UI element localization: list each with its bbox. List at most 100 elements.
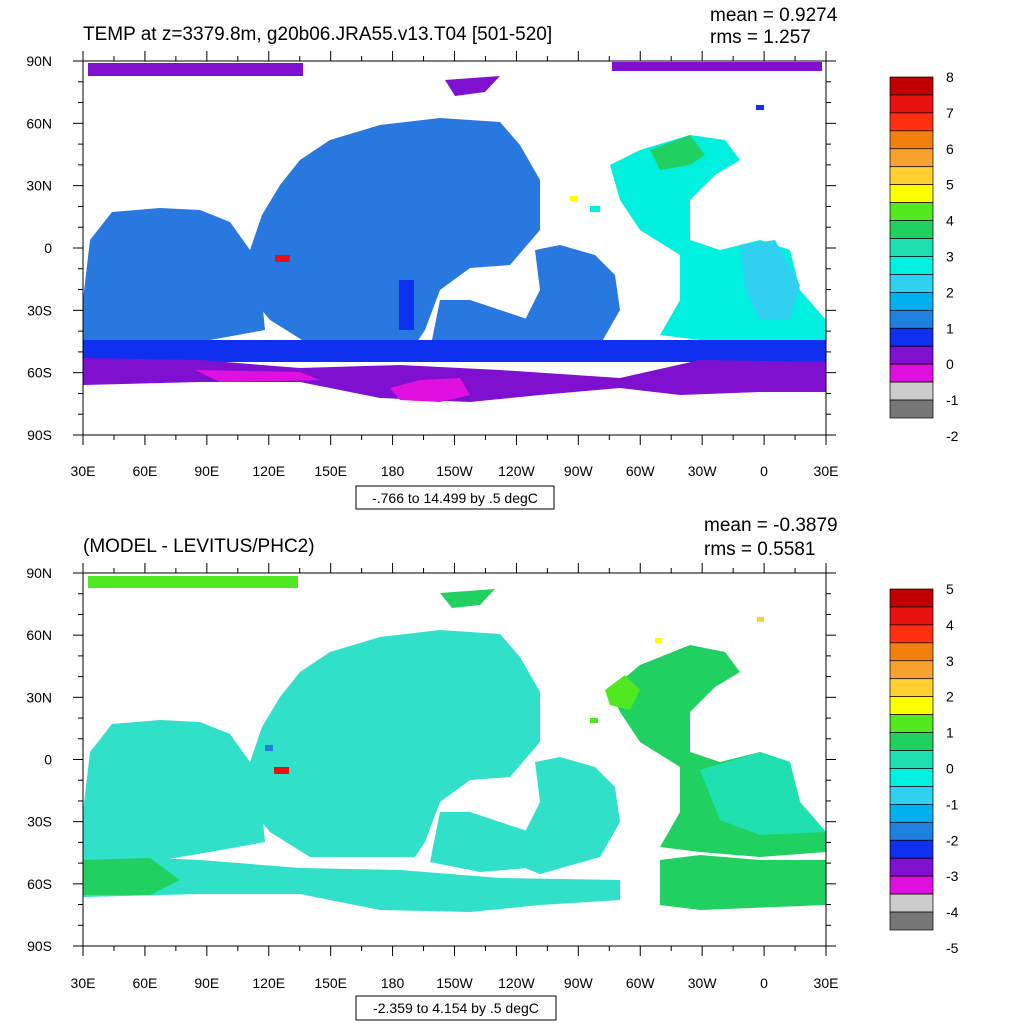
colorbar-box xyxy=(889,274,934,293)
range-label: -2.359 to 4.154 by .5 degC xyxy=(373,1000,539,1016)
colorbar-box xyxy=(889,238,934,257)
colorbar-box xyxy=(889,678,934,698)
arctic-fill xyxy=(83,576,495,895)
lon-tick-label: 180 xyxy=(381,975,405,991)
lat-tick-label: 0 xyxy=(44,240,52,256)
axis-ticks xyxy=(73,563,836,956)
lon-tick-label: 0 xyxy=(760,463,768,479)
lat-tick-label: 90N xyxy=(26,565,52,581)
lon-tick-label: 60E xyxy=(132,975,157,991)
colorbar-box xyxy=(889,399,934,419)
lon-tick-label: 30E xyxy=(814,463,839,479)
colorbar-box xyxy=(889,184,934,203)
lon-tick-label: 30E xyxy=(71,463,96,479)
lon-labels: 30E 60E 90E 120E 150E 180 150W 120W 90W … xyxy=(71,975,839,991)
colorbar-box xyxy=(889,202,934,221)
colorbar-box xyxy=(889,327,934,347)
colorbar-box xyxy=(889,166,934,186)
lon-tick-label: 180 xyxy=(381,463,405,479)
colorbar-box xyxy=(889,821,934,841)
lon-tick-label: 90W xyxy=(564,463,594,479)
colorbar-box xyxy=(889,112,934,132)
colorbar-label: 5 xyxy=(946,177,954,193)
colorbar-label: 4 xyxy=(946,617,954,633)
lat-tick-label: 90S xyxy=(27,938,52,954)
colorbar-box xyxy=(889,642,934,662)
colorbar-label: 0 xyxy=(946,356,954,372)
colorbar-label: 2 xyxy=(946,284,954,300)
axis-ticks xyxy=(73,51,836,445)
minor-features xyxy=(275,105,764,330)
lon-tick-label: 30E xyxy=(814,975,839,991)
colorbar-box xyxy=(889,714,934,733)
atlantic-fill xyxy=(610,135,826,345)
colorbar-label: 1 xyxy=(946,725,954,741)
lat-labels: 90N 60N 30N 0 30S 60S 90S xyxy=(26,53,52,443)
colorbar-box xyxy=(889,309,934,329)
lon-tick-label: 90E xyxy=(194,975,219,991)
colorbar-label: 4 xyxy=(946,213,954,229)
mean-label: mean = -0.3879 xyxy=(704,515,838,536)
southern-ocean-bands xyxy=(83,340,826,402)
colorbar-box xyxy=(889,804,934,823)
lon-tick-label: 60E xyxy=(132,463,157,479)
colorbar-label: 0 xyxy=(946,760,954,776)
lat-tick-label: 30N xyxy=(26,689,52,705)
colorbar-label: -2 xyxy=(946,832,959,848)
colorbar-box xyxy=(889,768,934,787)
colorbar-label: 7 xyxy=(946,105,954,121)
panel-title: (MODEL - LEVITUS/PHC2) xyxy=(83,536,315,557)
lat-labels: 90N 60N 30N 0 30S 60S 90S xyxy=(26,565,52,954)
lat-tick-label: 30N xyxy=(26,178,52,194)
colorbar-box xyxy=(889,588,934,608)
rms-label: rms = 1.257 xyxy=(710,27,811,48)
colorbar-label: -3 xyxy=(946,868,959,884)
ocean-field xyxy=(83,62,826,402)
range-box: -.766 to 14.499 by .5 degC xyxy=(355,485,555,510)
ocean-field xyxy=(83,576,826,912)
colorbar-label: 3 xyxy=(946,248,954,264)
arctic-fill xyxy=(88,62,822,96)
lat-tick-label: 60N xyxy=(26,627,52,643)
rms-label: rms = 0.5581 xyxy=(704,539,815,560)
colorbar-box xyxy=(889,696,934,715)
colorbar-box xyxy=(889,148,934,168)
colorbar-label: -2 xyxy=(946,428,959,444)
lon-tick-label: 150E xyxy=(314,975,347,991)
colorbar-label: -1 xyxy=(946,796,959,812)
lat-tick-label: 0 xyxy=(44,752,52,768)
colorbar-box xyxy=(889,381,934,401)
lon-labels: 30E 60E 90E 120E 150E 180 150W 120W 90W … xyxy=(71,463,839,479)
colorbar-label: 2 xyxy=(946,689,954,705)
lat-tick-label: 90S xyxy=(27,427,52,443)
map-frame xyxy=(73,563,836,956)
colorbar-box xyxy=(889,76,934,96)
minor-features xyxy=(265,617,764,774)
colorbar-box xyxy=(889,839,934,859)
colorbar-box xyxy=(889,345,934,365)
colorbar-box xyxy=(889,893,934,913)
colorbar-label: 3 xyxy=(946,653,954,669)
mean-label: mean = 0.9274 xyxy=(710,5,838,26)
lon-tick-label: 90E xyxy=(194,463,219,479)
lon-tick-label: 120E xyxy=(252,975,285,991)
colorbar: 8 7 6 5 4 3 2 1 0 -1 -2 xyxy=(889,69,959,444)
lon-tick-label: 150W xyxy=(436,463,473,479)
colorbar-box xyxy=(889,256,934,275)
colorbar-label: 6 xyxy=(946,141,954,157)
colorbar: 5 4 3 2 1 0 -1 -2 -3 -4 -5 xyxy=(889,581,959,956)
colorbar-boxes xyxy=(889,76,934,419)
panel-difference: (MODEL - LEVITUS/PHC2) mean = -0.3879 rm… xyxy=(26,515,959,1021)
lon-tick-label: 30W xyxy=(688,463,718,479)
colorbar-box xyxy=(889,363,934,383)
colorbar-box xyxy=(889,624,934,644)
lat-tick-label: 60S xyxy=(27,876,52,892)
colorbar-box xyxy=(889,857,934,877)
lon-tick-label: 60W xyxy=(626,463,656,479)
lon-tick-label: 30W xyxy=(688,975,718,991)
lon-tick-label: 120E xyxy=(252,463,285,479)
lat-tick-label: 60S xyxy=(27,365,52,381)
lon-tick-label: 150E xyxy=(314,463,347,479)
panel-title: TEMP at z=3379.8m, g20b06.JRA55.v13.T04 … xyxy=(83,24,552,45)
lon-tick-label: 60W xyxy=(626,975,656,991)
